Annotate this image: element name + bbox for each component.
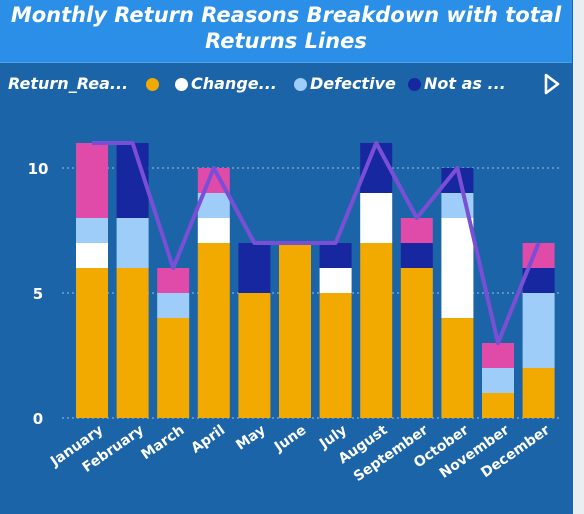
legend-label-defective: Defective (310, 74, 396, 93)
bar-segment-april-1[interactable] (197, 218, 230, 243)
bar-segment-september-3[interactable] (400, 243, 433, 268)
chart-title-line-2: Returns Lines (205, 29, 367, 53)
bar-segment-january-1[interactable] (76, 243, 108, 268)
bar-segment-march-4[interactable] (157, 268, 190, 293)
bar-segment-april-0[interactable] (197, 243, 230, 418)
total-returns-line[interactable] (92, 141, 541, 345)
bar-segment-november-2[interactable] (482, 368, 514, 393)
legend-next-arrow-icon[interactable] (543, 73, 561, 95)
bar-segment-january-4[interactable] (76, 143, 108, 218)
legend-swatch-white (175, 78, 188, 91)
bar-segment-february-0[interactable] (116, 268, 149, 418)
bar-segment-december-0[interactable] (522, 368, 555, 418)
bar-segment-september-0[interactable] (400, 268, 433, 418)
chart-title: Monthly Return Reasons Breakdown with to… (10, 3, 562, 27)
bar-segment-may-3[interactable] (238, 243, 271, 293)
y-tick-label: 10 (28, 160, 49, 178)
bar-segment-july-3[interactable] (319, 243, 352, 268)
x-tick-label-may: May (233, 422, 268, 454)
bar-segment-august-1[interactable] (360, 193, 393, 243)
bar-segment-june-0[interactable] (279, 243, 311, 418)
bar-segment-may-0[interactable] (238, 293, 271, 418)
legend-swatch-not-as (408, 78, 421, 91)
legend-title: Return_Rea... (8, 74, 129, 93)
y-tick-label: 5 (33, 285, 43, 303)
bar-segment-july-1[interactable] (319, 268, 352, 293)
legend-swatch-defective (294, 78, 307, 91)
legend-label-change: Change... (191, 74, 277, 93)
x-tick-label-april: April (188, 422, 228, 457)
side-panel-strip (573, 0, 584, 514)
bar-segment-november-4[interactable] (482, 343, 514, 368)
bar-segment-december-2[interactable] (522, 293, 555, 368)
bar-segment-september-4[interactable] (400, 218, 433, 243)
bar-segment-november-0[interactable] (482, 393, 514, 418)
bar-segment-october-1[interactable] (441, 218, 474, 318)
y-tick-label: 0 (33, 410, 43, 428)
chart-title-bar: Monthly Return Reasons Breakdown with to… (0, 0, 572, 63)
bar-segment-january-2[interactable] (76, 218, 108, 243)
x-tick-label-march: March (139, 422, 188, 463)
legend-swatch-change (146, 78, 159, 91)
bar-segment-february-2[interactable] (116, 218, 149, 268)
legend-label-not-as: Not as ... (424, 74, 506, 93)
bar-segment-july-0[interactable] (319, 293, 352, 418)
bar-segment-march-2[interactable] (157, 293, 190, 318)
bar-segment-january-0[interactable] (76, 268, 108, 418)
bar-segment-october-0[interactable] (441, 318, 474, 418)
x-tick-label-june: June (271, 422, 309, 456)
bar-segment-august-0[interactable] (360, 243, 393, 418)
bar-segment-march-0[interactable] (157, 318, 190, 418)
